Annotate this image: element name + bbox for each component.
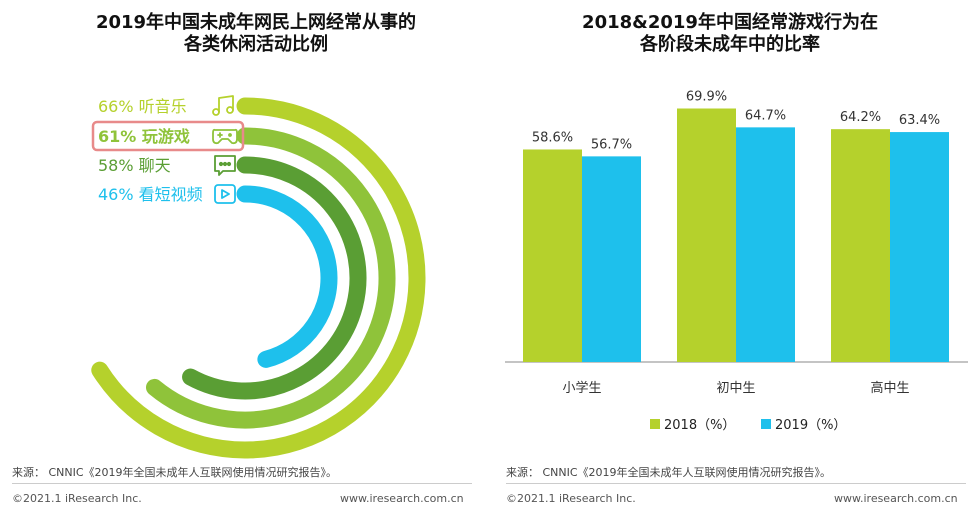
right-chart-title: 2018&2019年中国经常游戏行为在 各阶段未成年中的比率: [520, 12, 940, 56]
bar-2019-3: [890, 132, 949, 362]
left-copyright: ©2021.1 iResearch Inc.: [12, 492, 142, 505]
gamepad-dpad: [217, 132, 223, 138]
legend-swatch-1: [650, 419, 660, 429]
chat-dot-2: [222, 161, 228, 167]
right-source-note: 来源： CNNIC《2019年全国未成年人互联网使用情况研究报告》。: [506, 466, 832, 479]
left-website: www.iresearch.com.cn: [340, 492, 464, 505]
left-source-note: 来源： CNNIC《2019年全国未成年人互联网使用情况研究报告》。: [12, 466, 338, 479]
right-title-line-2: 各阶段未成年中的比率: [640, 34, 820, 55]
bar-value-label-2018-3: 64.2%: [840, 110, 881, 125]
right-website: www.iresearch.com.cn: [834, 492, 958, 505]
left-chart-title: 2019年中国未成年网民上网经常从事的 各类休闲活动比例: [46, 12, 466, 56]
video-frame: [214, 184, 236, 204]
radial-bar-4: [236, 185, 338, 368]
bar-value-label-2019-2: 64.7%: [745, 108, 786, 123]
bar-value-label-2018-2: 69.9%: [686, 89, 727, 104]
left-title-line-1: 2019年中国未成年网民上网经常从事的: [95, 12, 417, 33]
x-tick-label-2: 初中生: [716, 381, 755, 396]
bar-2019-2: [736, 127, 795, 362]
right-footer-divider: [506, 483, 966, 484]
x-tick-label-3: 高中生: [870, 380, 909, 396]
gamepad-icon: [212, 128, 238, 145]
radial-bar-2: [145, 127, 396, 429]
left-title-line-2: 各类休闲活动比例: [184, 34, 328, 55]
bar-value-label-2018-1: 58.6%: [532, 130, 573, 145]
legend-label-2: 2019（%）: [775, 418, 846, 433]
music-note-stem: [218, 95, 234, 113]
bar-value-label-2019-3: 63.4%: [899, 113, 940, 128]
video-play-triangle: [221, 189, 230, 199]
radial-label-4: 46% 看短视频: [98, 185, 203, 204]
right-title-line-1: 2018&2019年中国经常游戏行为在: [582, 12, 878, 33]
chat-bubble-icon: [214, 155, 236, 176]
bar-2019-1: [582, 156, 641, 362]
legend-label-1: 2018（%）: [664, 418, 735, 433]
legend-swatch-2: [761, 419, 771, 429]
video-play-icon: [214, 184, 236, 204]
charts-canvas: 66% 听音乐 61% 玩游戏 58% 聊天 46% 看短视频 58.6% 56.7% 小学…: [91, 89, 968, 459]
highlight-frame: [91, 120, 245, 152]
radial-label-1: 66% 听音乐: [98, 97, 187, 116]
chat-bubble-outline: [214, 155, 236, 176]
music-note-icon: [212, 95, 234, 116]
music-note-head-b: [226, 106, 234, 114]
radial-bar-3: [182, 156, 367, 400]
music-note-head-a: [212, 108, 220, 116]
x-tick-label-1: 小学生: [562, 380, 601, 396]
gamepad-button: [228, 133, 232, 137]
bar-2018-2: [677, 108, 736, 362]
bar-value-label-2019-1: 56.7%: [591, 137, 632, 152]
chat-dot-3: [226, 161, 232, 167]
chat-dot-1: [218, 161, 224, 167]
bar-2018-3: [831, 129, 890, 362]
radial-label-2: 61% 玩游戏: [98, 127, 190, 146]
bar-2018-1: [523, 149, 582, 362]
radial-bar-1: [91, 97, 426, 459]
radial-label-3: 58% 聊天: [98, 156, 171, 175]
right-copyright: ©2021.1 iResearch Inc.: [506, 492, 636, 505]
gamepad-body: [212, 128, 238, 145]
left-footer-divider: [12, 483, 472, 484]
